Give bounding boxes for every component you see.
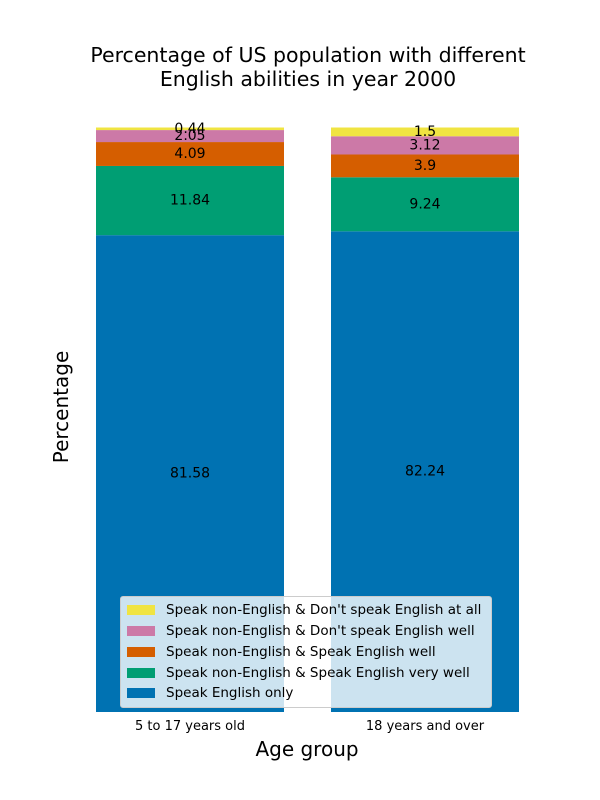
bar-speak-well-2	[331, 154, 519, 178]
legend-item-english-only: Speak English only	[127, 684, 293, 702]
bar-dont-speak-well-2	[331, 136, 519, 155]
chart-title-line-1: Percentage of US population with differe…	[90, 43, 526, 67]
legend-item-dont-speak-at-all: Speak non-English & Don't speak English …	[127, 601, 481, 619]
y-axis-label: Percentage	[49, 350, 73, 464]
legend-label-english-only: Speak English only	[166, 685, 294, 701]
data-label-dont-speak-at-all-1: 0.44	[174, 121, 205, 137]
bar-dont-speak-at-all-2	[331, 127, 519, 137]
bar-dont-speak-at-all-1	[96, 127, 284, 131]
legend-item-dont-speak-well: Speak non-English & Don't speak English …	[127, 622, 475, 640]
chart-title-line-2: English abilities in year 2000	[159, 67, 457, 91]
x-tick-label-5-to-17: 5 to 17 years old	[135, 719, 245, 734]
data-label-dont-speak-at-all-2: 1.5	[414, 124, 436, 140]
bar-speak-well-1	[96, 142, 284, 166]
bar-speak-very-well-1	[96, 165, 284, 236]
legend-label-speak-very-well: Speak non-English & Speak English very w…	[166, 665, 470, 681]
bar-speak-very-well-2	[331, 177, 519, 232]
chart-title: Percentage of US population with differe…	[0, 43, 600, 91]
legend-swatch-english-only	[127, 688, 155, 698]
legend-swatch-speak-well	[127, 647, 155, 657]
data-label-speak-very-well-2: 9.24	[409, 196, 440, 212]
x-axis-label: Age group	[255, 737, 359, 761]
data-label-speak-well-1: 4.09	[174, 146, 205, 162]
data-label-speak-very-well-1: 11.84	[170, 193, 210, 209]
legend-swatch-dont-speak-at-all	[127, 605, 155, 615]
x-tick-label-18-and-over: 18 years and over	[365, 719, 485, 734]
legend-swatch-speak-very-well	[127, 668, 155, 678]
data-label-english-only-1: 81.58	[170, 466, 210, 482]
legend-label-dont-speak-at-all: Speak non-English & Don't speak English …	[166, 602, 482, 618]
legend-swatch-dont-speak-well	[127, 626, 155, 636]
chart-legend: Speak non-English & Don't speak English …	[120, 596, 492, 708]
data-label-english-only-2: 82.24	[405, 464, 445, 480]
legend-label-dont-speak-well: Speak non-English & Don't speak English …	[166, 623, 475, 639]
data-label-dont-speak-well-1: 2.05	[174, 128, 205, 144]
data-label-dont-speak-well-2: 3.12	[409, 137, 440, 153]
legend-item-speak-very-well: Speak non-English & Speak English very w…	[127, 664, 470, 682]
data-label-speak-well-2: 3.9	[414, 158, 436, 174]
bar-dont-speak-well-1	[96, 130, 284, 143]
legend-item-speak-well: Speak non-English & Speak English well	[127, 643, 436, 661]
legend-label-speak-well: Speak non-English & Speak English well	[166, 644, 436, 660]
